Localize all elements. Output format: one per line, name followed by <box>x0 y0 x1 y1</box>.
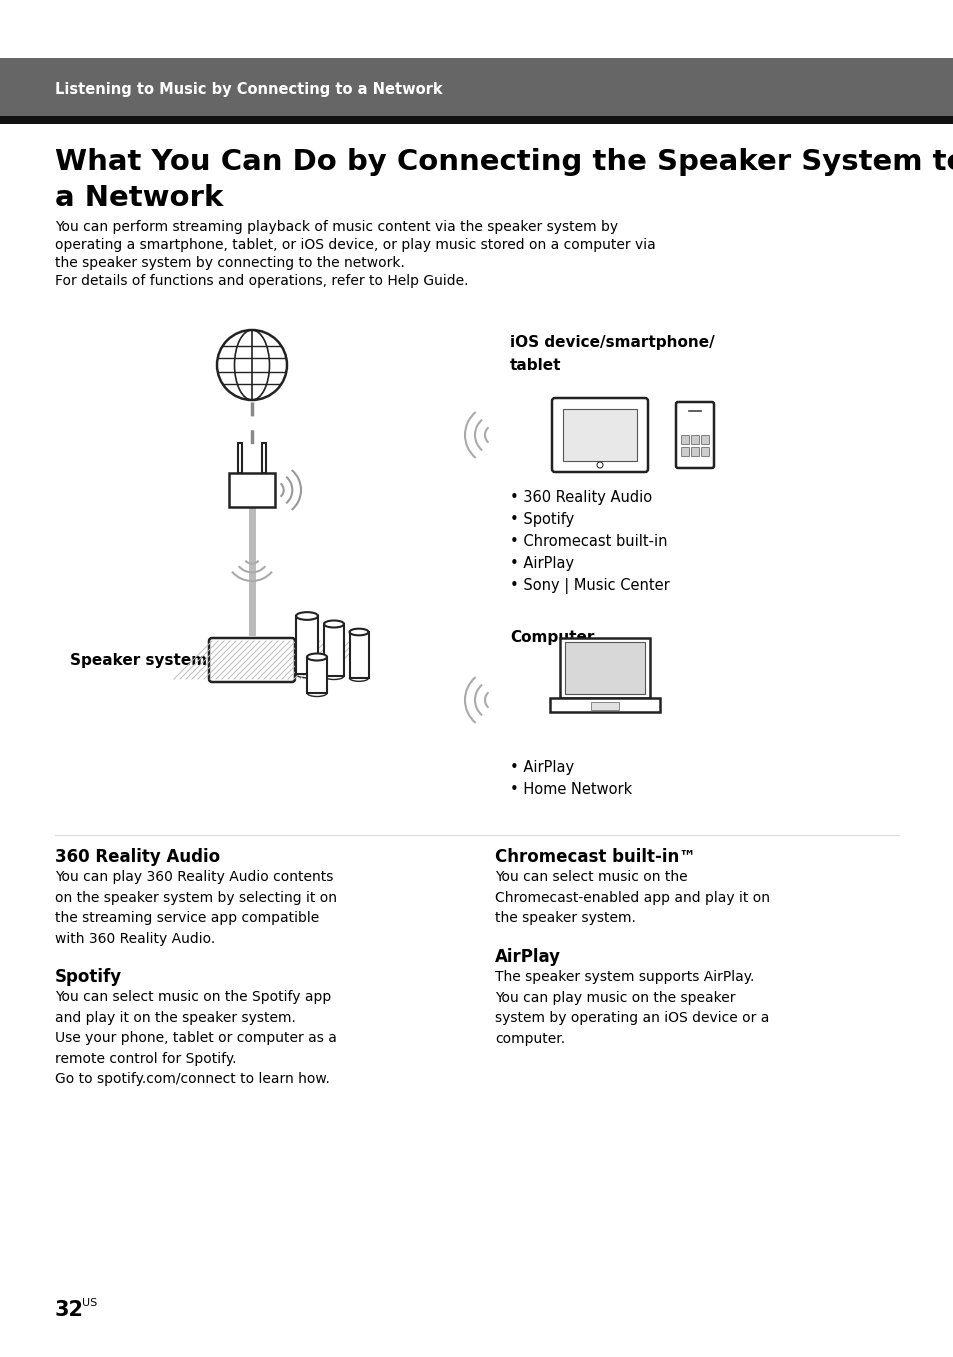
FancyBboxPatch shape <box>262 442 266 474</box>
Text: operating a smartphone, tablet, or iOS device, or play music stored on a compute: operating a smartphone, tablet, or iOS d… <box>55 237 655 252</box>
Text: US: US <box>82 1299 97 1308</box>
Text: • Spotify: • Spotify <box>510 512 574 527</box>
Text: You can perform streaming playback of music content via the speaker system by: You can perform streaming playback of mu… <box>55 220 618 233</box>
Text: Chromecast built-in™: Chromecast built-in™ <box>495 848 695 866</box>
Text: Listening to Music by Connecting to a Network: Listening to Music by Connecting to a Ne… <box>55 83 442 98</box>
FancyBboxPatch shape <box>562 408 637 461</box>
FancyBboxPatch shape <box>229 474 274 508</box>
FancyBboxPatch shape <box>564 642 644 693</box>
Text: • Sony | Music Center: • Sony | Music Center <box>510 578 669 594</box>
Text: Speaker system: Speaker system <box>70 653 207 668</box>
FancyBboxPatch shape <box>209 638 294 683</box>
FancyBboxPatch shape <box>550 697 659 712</box>
Text: For details of functions and operations, refer to Help Guide.: For details of functions and operations,… <box>55 274 468 288</box>
FancyBboxPatch shape <box>590 702 618 710</box>
Bar <box>0 115 953 123</box>
FancyBboxPatch shape <box>552 398 647 472</box>
Text: • Home Network: • Home Network <box>510 782 632 797</box>
Text: a Network: a Network <box>55 185 223 212</box>
Ellipse shape <box>324 620 344 627</box>
FancyBboxPatch shape <box>680 448 689 456</box>
Ellipse shape <box>349 628 368 635</box>
FancyBboxPatch shape <box>691 448 699 456</box>
Text: 360 Reality Audio: 360 Reality Audio <box>55 848 220 866</box>
Text: • AirPlay: • AirPlay <box>510 760 574 775</box>
FancyBboxPatch shape <box>0 58 953 115</box>
FancyBboxPatch shape <box>237 442 242 474</box>
FancyBboxPatch shape <box>700 436 709 445</box>
Text: AirPlay: AirPlay <box>495 949 560 966</box>
Text: the speaker system by connecting to the network.: the speaker system by connecting to the … <box>55 256 404 270</box>
Text: You can select music on the Spotify app
and play it on the speaker system.
Use y: You can select music on the Spotify app … <box>55 991 336 1087</box>
FancyBboxPatch shape <box>324 624 344 676</box>
FancyBboxPatch shape <box>559 638 649 697</box>
FancyBboxPatch shape <box>700 448 709 456</box>
Ellipse shape <box>295 670 317 678</box>
Text: The speaker system supports AirPlay.
You can play music on the speaker
system by: The speaker system supports AirPlay. You… <box>495 970 768 1046</box>
Text: • 360 Reality Audio: • 360 Reality Audio <box>510 490 652 505</box>
Text: tablet: tablet <box>510 358 561 373</box>
Ellipse shape <box>349 674 368 681</box>
FancyBboxPatch shape <box>680 436 689 445</box>
Text: What You Can Do by Connecting the Speaker System to: What You Can Do by Connecting the Speake… <box>55 148 953 176</box>
Circle shape <box>597 461 602 468</box>
Text: 32: 32 <box>55 1300 84 1320</box>
Text: Spotify: Spotify <box>55 968 122 987</box>
Text: You can select music on the
Chromecast-enabled app and play it on
the speaker sy: You can select music on the Chromecast-e… <box>495 870 769 925</box>
Ellipse shape <box>324 673 344 680</box>
Text: • AirPlay: • AirPlay <box>510 556 574 571</box>
FancyBboxPatch shape <box>676 402 713 468</box>
Ellipse shape <box>307 654 327 661</box>
Text: Computer: Computer <box>510 630 594 645</box>
Text: You can play 360 Reality Audio contents
on the speaker system by selecting it on: You can play 360 Reality Audio contents … <box>55 870 336 946</box>
Text: • Chromecast built-in: • Chromecast built-in <box>510 535 667 550</box>
Ellipse shape <box>295 612 317 620</box>
FancyBboxPatch shape <box>350 632 369 678</box>
FancyBboxPatch shape <box>307 657 327 693</box>
FancyBboxPatch shape <box>691 436 699 445</box>
Text: iOS device/smartphone/: iOS device/smartphone/ <box>510 335 714 350</box>
FancyBboxPatch shape <box>295 616 317 674</box>
Ellipse shape <box>307 689 327 696</box>
